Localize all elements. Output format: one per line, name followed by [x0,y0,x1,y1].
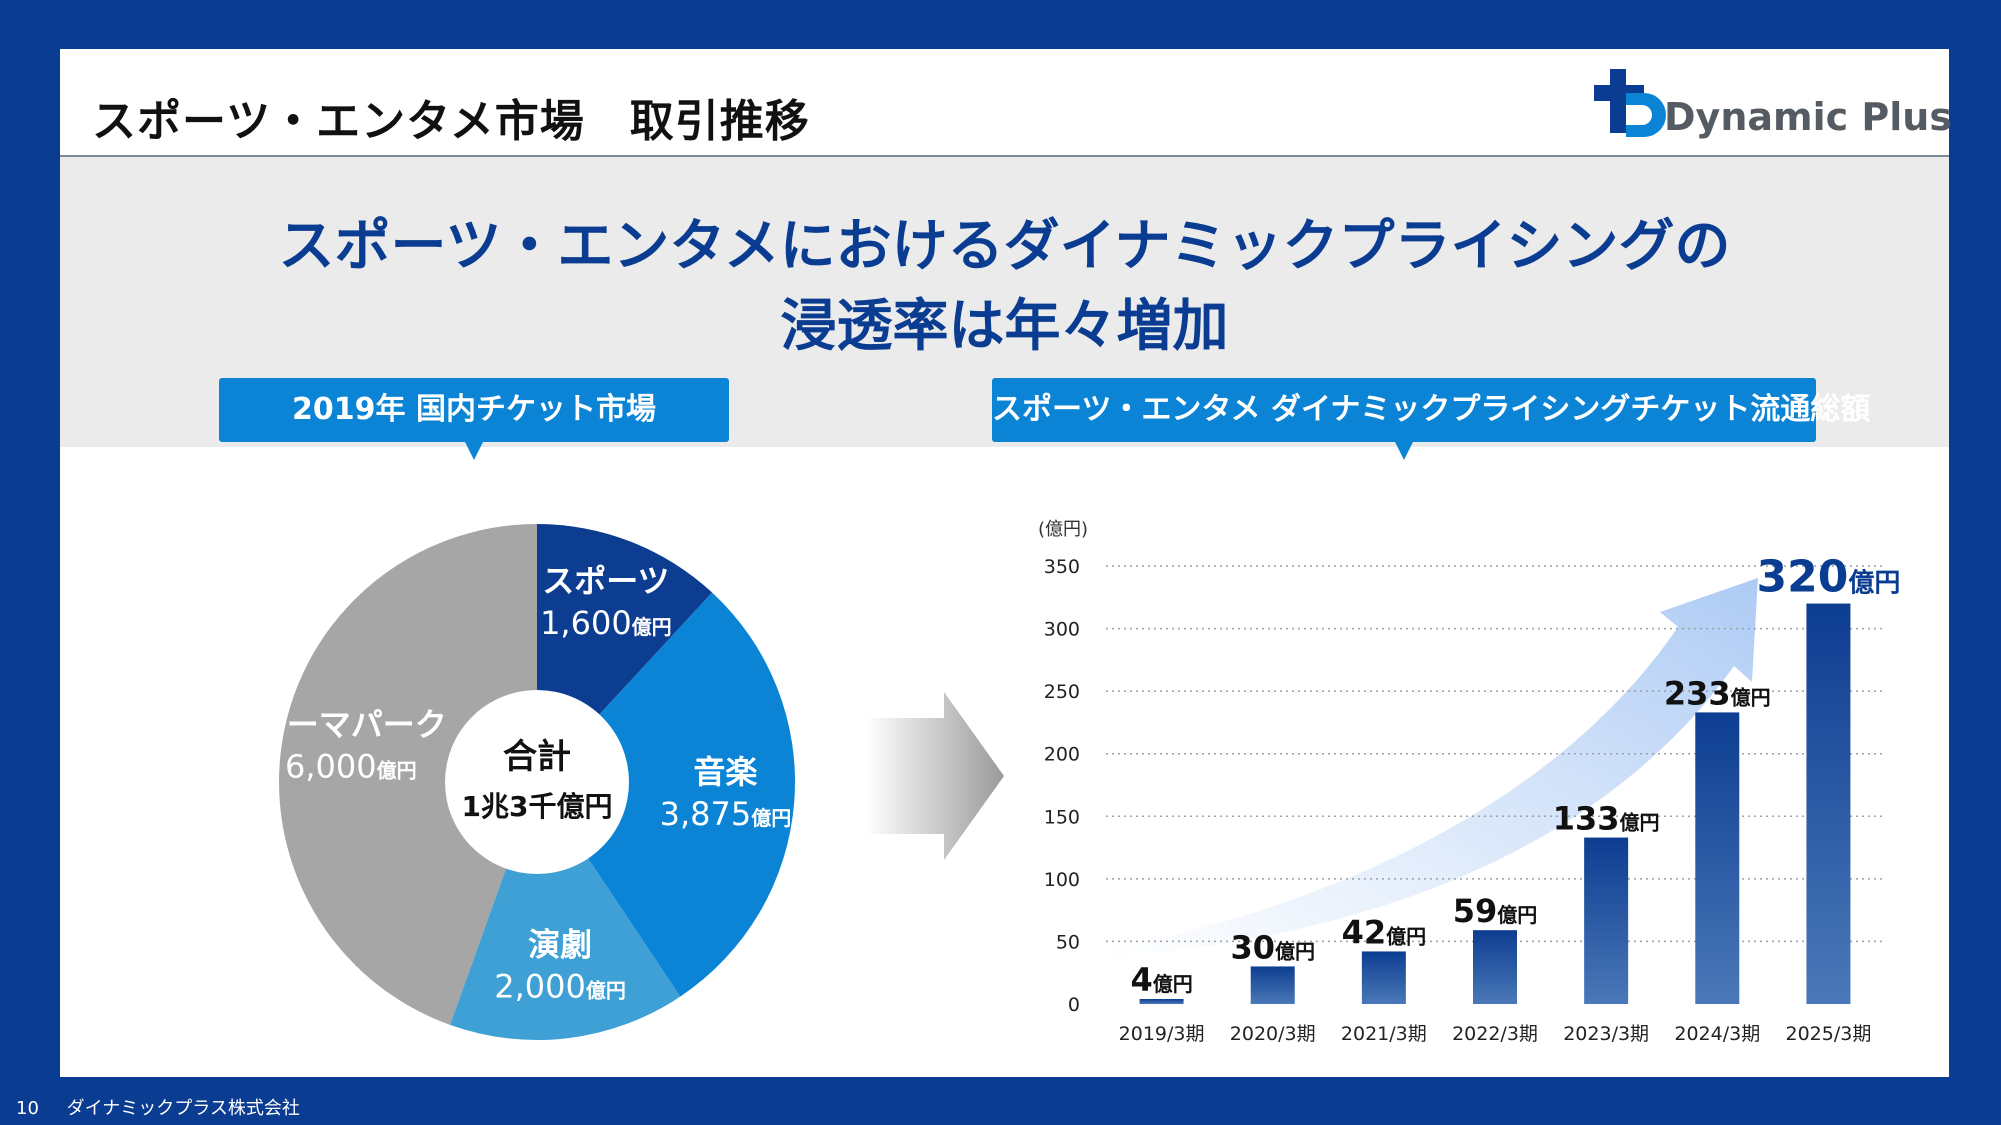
title-bar: スポーツ・エンタメ市場 取引推移 Dynamic Plus [60,49,1952,157]
logo-text: Dynamic Plus [1664,95,1952,139]
page-number: 10 [16,1098,39,1119]
bar-chart-label: スポーツ・エンタメ ダイナミックプライシングチケット流通総額 [992,378,1870,460]
company-name: ダイナミックプラス株式会社 [66,1098,300,1119]
slide: スポーツ・エンタメ市場 取引推移 Dynamic Plus スポーツ・エンタメに… [60,49,1952,1077]
headline-line-1: スポーツ・エンタメにおけるダイナミックプライシングの [278,214,1731,279]
headline-line-2: 浸透率は年々増加 [780,294,1229,359]
page-title: スポーツ・エンタメ市場 取引推移 [92,96,810,147]
pie-chart-label: 2019年 国内チケット市場 [219,378,729,460]
dynamic-plus-logo-icon [1594,69,1666,137]
footer: 10 ダイナミックプラス株式会社 [16,1094,322,1120]
